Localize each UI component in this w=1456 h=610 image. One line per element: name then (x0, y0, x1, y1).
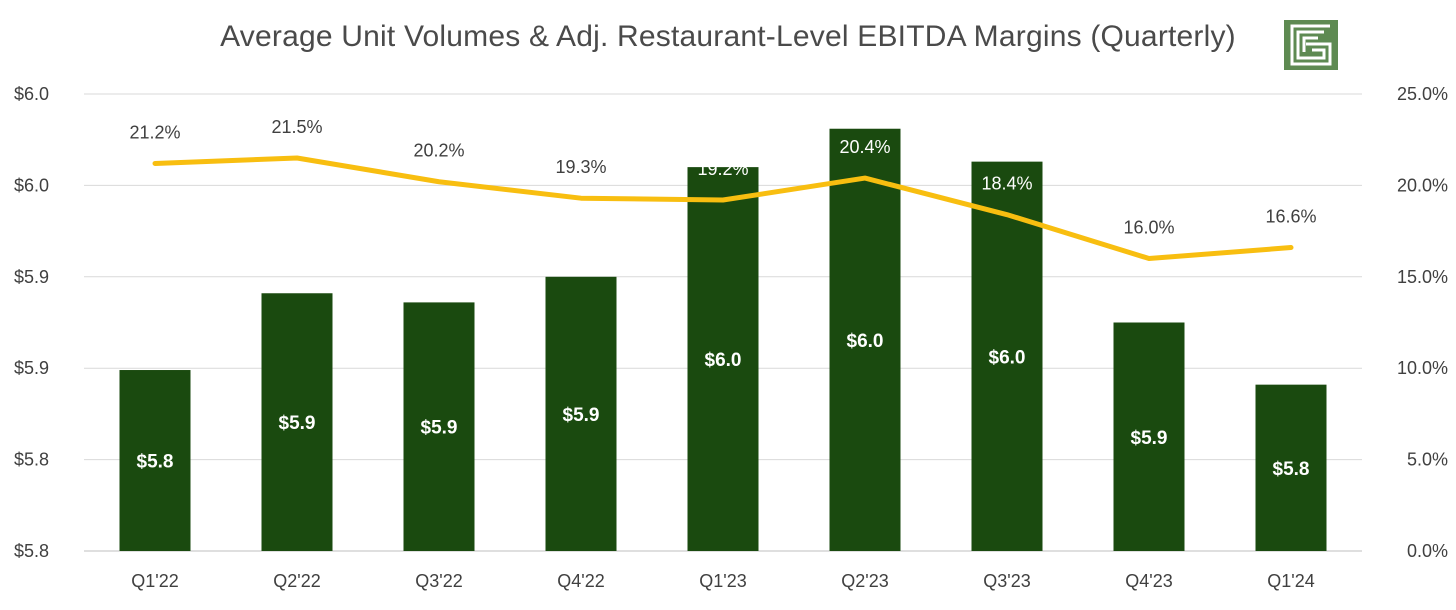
x-axis: Q1'22 Q2'22 Q3'22 Q4'22 Q1'23 Q2'23 Q3'23 Q4'23… (131, 571, 1314, 591)
bar (545, 276, 617, 551)
line-series (152, 155, 1294, 262)
bar-value-label: $5.9 (563, 405, 600, 426)
left-tick-label: $6.0 (14, 175, 49, 195)
margin-value-label: 16.0% (1123, 218, 1174, 238)
bar-value-label: $5.9 (421, 418, 458, 439)
margin-value-label: 19.2% (697, 159, 748, 179)
left-tick-label: $5.8 (14, 541, 49, 561)
right-axis: 0.0% 5.0% 10.0% 15.0% 20.0% 25.0% (1397, 84, 1448, 561)
left-tick-label: $6.0 (14, 84, 49, 104)
bar (971, 161, 1043, 552)
bar-value-label: $6.0 (989, 347, 1026, 368)
bar-value-label: $5.8 (1273, 459, 1310, 480)
category-label: Q3'22 (415, 571, 462, 591)
margin-value-label: 16.6% (1265, 207, 1316, 227)
category-label: Q1'24 (1267, 571, 1314, 591)
margin-value-label: 20.2% (413, 141, 464, 161)
left-tick-label: $5.9 (14, 267, 49, 287)
bar-value-label: $5.9 (279, 413, 316, 434)
right-tick-label: 20.0% (1397, 175, 1448, 195)
margin-value-label: 20.4% (839, 137, 890, 157)
category-label: Q2'23 (841, 571, 888, 591)
bar (687, 167, 759, 551)
category-label: Q3'23 (983, 571, 1030, 591)
right-tick-label: 5.0% (1407, 450, 1448, 470)
right-tick-label: 25.0% (1397, 84, 1448, 104)
right-tick-label: 15.0% (1397, 267, 1448, 287)
margin-value-label: 21.5% (271, 117, 322, 137)
bar-value-label: $5.9 (1131, 428, 1168, 449)
bar-labels: $5.8 $5.9 $5.9 $5.9 $6.0 $6.0 $6.0 $5.9 $5.8 (137, 331, 1310, 480)
right-tick-label: 0.0% (1407, 541, 1448, 561)
bar (829, 128, 901, 551)
margin-value-label: 18.4% (981, 174, 1032, 194)
left-tick-label: $5.9 (14, 358, 49, 378)
bar-value-label: $6.0 (847, 331, 884, 352)
category-label: Q2'22 (273, 571, 320, 591)
chart-title: Average Unit Volumes & Adj. Restaurant-L… (220, 20, 1236, 53)
bar-series (119, 128, 1327, 552)
margin-value-label: 21.2% (129, 122, 180, 142)
bar-value-label: $5.8 (137, 452, 174, 473)
margin-line (152, 155, 1294, 262)
right-tick-label: 10.0% (1397, 358, 1448, 378)
left-tick-label: $5.8 (14, 450, 49, 470)
left-axis: $5.8 $5.8 $5.9 $5.9 $6.0 $6.0 (14, 84, 49, 561)
bar (1255, 384, 1327, 551)
bar (403, 302, 475, 551)
firm-logo-icon (1284, 20, 1338, 70)
bar (261, 293, 333, 551)
bar (1113, 322, 1185, 551)
margin-value-label: 19.3% (555, 157, 606, 177)
bar-value-label: $6.0 (705, 350, 742, 371)
line-labels: 21.2% 21.5% 20.2% 19.3% 19.2% 20.4% 18.4% 16.0%… (129, 117, 1316, 238)
category-label: Q4'22 (557, 571, 604, 591)
category-label: Q4'23 (1125, 571, 1172, 591)
category-label: Q1'22 (131, 571, 178, 591)
category-label: Q1'23 (699, 571, 746, 591)
bar (119, 370, 191, 551)
